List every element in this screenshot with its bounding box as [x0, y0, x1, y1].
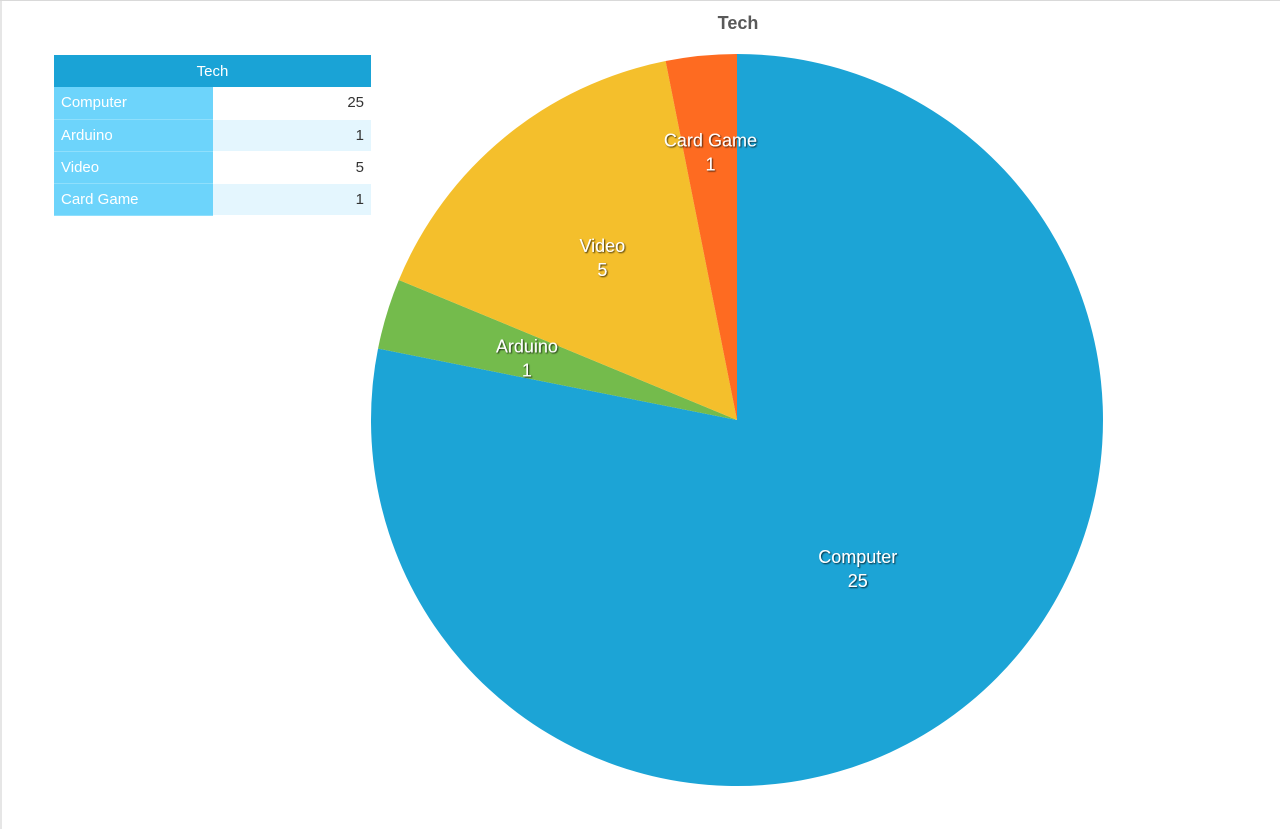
pie-slice-card-game[interactable] [665, 54, 737, 420]
window-edge [0, 1, 2, 829]
table-category-cell: Computer [54, 87, 213, 120]
pie-slices [371, 54, 1104, 786]
table-header-row: Tech [54, 55, 371, 87]
chart-title: Tech [717, 13, 759, 33]
table-row: Arduino 1 [54, 119, 371, 152]
slice-value-label: 25 [848, 571, 868, 591]
slice-value-label: 5 [597, 260, 607, 280]
table-category-cell: Card Game [54, 183, 213, 216]
data-table: Tech Computer 25 Arduino 1 Video 5 Card … [54, 55, 371, 216]
slice-value-label: 1 [522, 360, 532, 380]
table-value-cell: 1 [213, 183, 371, 216]
table-value-cell: 25 [213, 87, 371, 120]
pie-slice-video[interactable] [398, 61, 737, 420]
table-row: Video 5 [54, 151, 371, 184]
table-category-cell: Arduino [54, 119, 213, 152]
table-value-cell: 5 [213, 151, 371, 184]
slice-label: Video [579, 236, 625, 256]
pie-labels: Computer 25 Arduino 1 Video 5 Card Game 1 [496, 130, 897, 591]
table-row: Card Game 1 [54, 183, 371, 216]
pie-slice-arduino[interactable] [378, 279, 737, 420]
table-header: Tech [54, 55, 371, 87]
table-value-cell: 1 [213, 119, 371, 152]
table-row: Computer 25 [54, 87, 371, 120]
slice-label: Card Game [664, 130, 757, 150]
slice-value-label: 1 [705, 154, 715, 174]
table-category-cell: Video [54, 151, 213, 184]
slice-label: Computer [818, 547, 897, 567]
slice-label: Arduino [496, 336, 558, 356]
